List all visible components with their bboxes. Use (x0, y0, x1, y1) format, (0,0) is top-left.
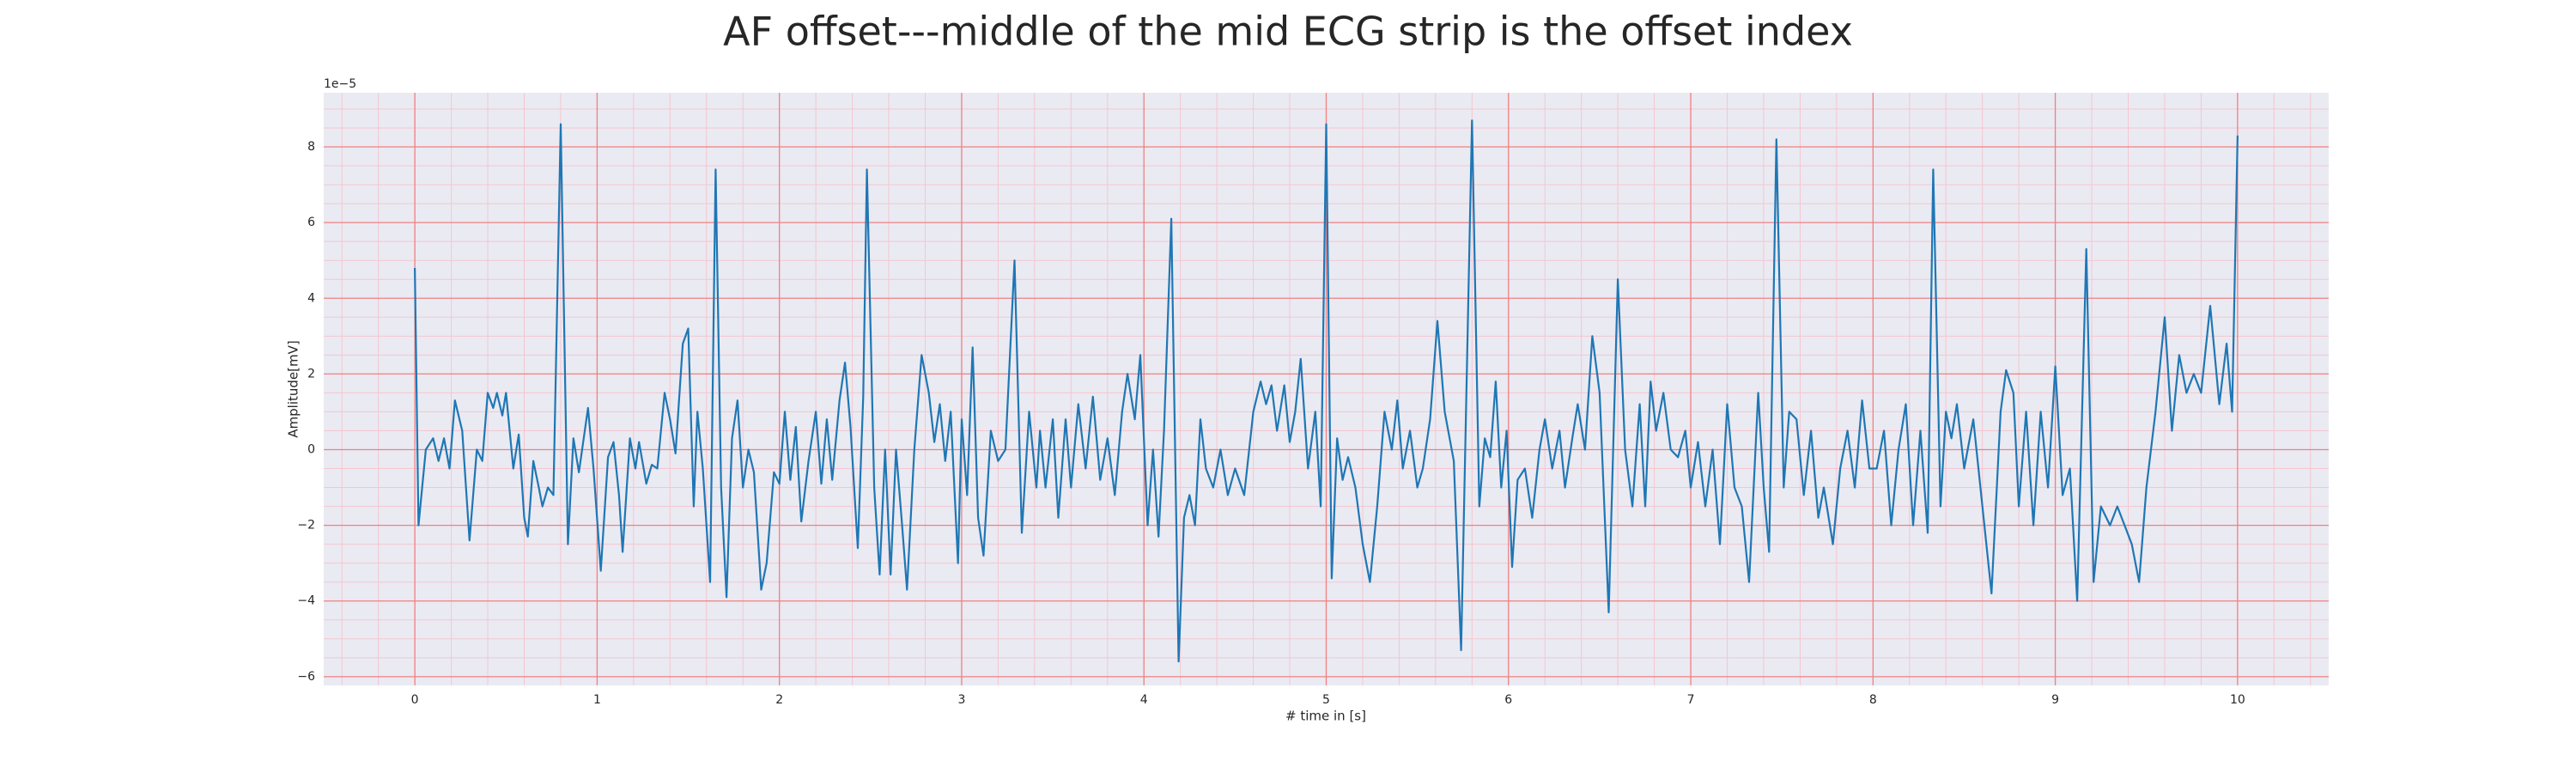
x-tick-label: 1 (593, 693, 601, 707)
x-tick-label: 6 (1504, 693, 1512, 707)
y-tick-label: −6 (297, 670, 315, 684)
x-tick-label: 3 (957, 693, 965, 707)
y-tick-label: 2 (307, 367, 315, 380)
x-tick-label: 4 (1140, 693, 1148, 707)
x-tick-label: 0 (411, 693, 419, 707)
chart-title: AF offset---middle of the mid ECG strip … (723, 9, 1853, 55)
x-tick-label: 9 (2051, 693, 2059, 707)
y-tick-label: 0 (307, 442, 315, 456)
y-tick-label: −2 (297, 519, 315, 533)
y-offset-label: 1e−5 (324, 77, 356, 91)
y-tick-label: 6 (307, 216, 315, 229)
y-tick-label: −4 (297, 594, 315, 608)
y-tick-label: 4 (307, 291, 315, 305)
x-tick-label: 8 (1869, 693, 1877, 707)
y-axis-label: Amplitude[mV] (286, 340, 301, 437)
x-axis-label: # time in [s] (1285, 709, 1366, 724)
x-tick-label: 5 (1322, 693, 1330, 707)
x-tick-label: 2 (775, 693, 783, 707)
y-tick-label: 8 (307, 140, 315, 154)
x-tick-label: 7 (1687, 693, 1695, 707)
x-tick-label: 10 (2230, 693, 2245, 707)
data-line (414, 119, 2239, 663)
